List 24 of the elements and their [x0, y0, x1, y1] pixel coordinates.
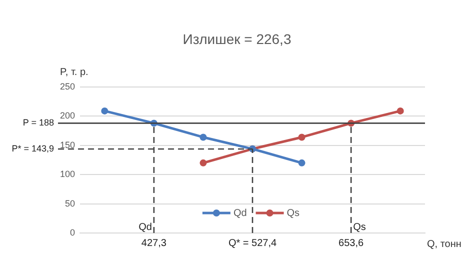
point [200, 159, 207, 166]
ref-line-label: Qd [138, 222, 152, 233]
point [396, 107, 404, 114]
y-tick-label: 0 [70, 227, 75, 238]
y-tick-label: 250 [60, 81, 75, 92]
legend-label: Qd [233, 208, 247, 219]
x-tick-label: 427,3 [141, 238, 167, 249]
point [200, 134, 207, 141]
chart-title: Излишек = 226,3 [182, 30, 292, 47]
ref-line-label: P* = 143,9 [12, 143, 54, 154]
y-axis-title: P, т. р. [60, 66, 88, 78]
y-tick-label: 100 [60, 169, 75, 180]
y-tick-label: 200 [60, 110, 75, 121]
point [101, 107, 108, 114]
x-tick-label: Q* = 527,4 [228, 238, 277, 249]
point [298, 134, 306, 141]
y-tick-label: 50 [64, 198, 75, 208]
point [298, 159, 306, 166]
ref-line-label: Qs [353, 222, 366, 233]
y-tick-label: 150 [60, 140, 75, 150]
legend-label: Qs [286, 208, 300, 219]
x-tick-label: 653,6 [338, 238, 364, 249]
ref-line-label: P = 188 [22, 118, 54, 128]
x-axis-title: Q, тонн [427, 238, 462, 250]
